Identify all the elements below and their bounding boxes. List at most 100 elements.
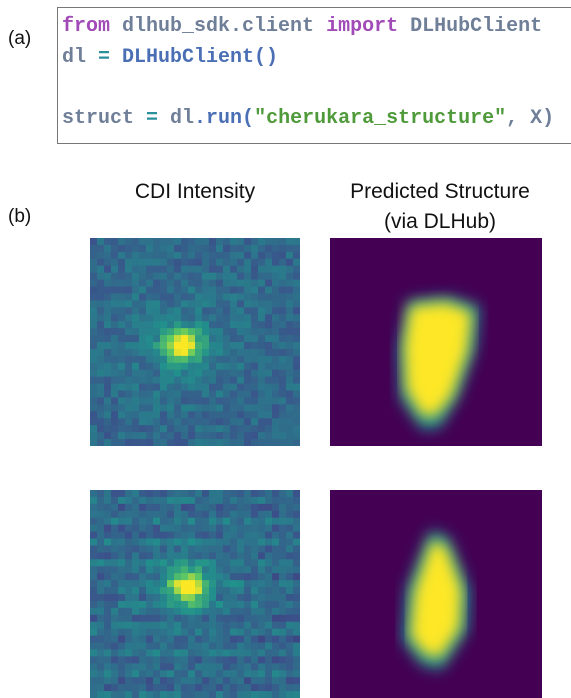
panel-label: (b) <box>8 206 32 227</box>
pixel <box>174 411 182 419</box>
pixel <box>90 286 98 294</box>
pixel <box>209 348 217 357</box>
pixel <box>237 670 245 678</box>
code-line: from dlhub_sdk.client import DLHubClient <box>62 12 571 43</box>
pixel <box>265 677 273 685</box>
pixel <box>293 490 300 498</box>
pixel <box>279 503 287 512</box>
pixel <box>125 342 133 350</box>
pixel <box>153 439 161 446</box>
pixel <box>209 510 217 519</box>
pixel <box>160 251 168 260</box>
pixel <box>279 342 287 350</box>
pixel <box>153 684 161 692</box>
pixel <box>202 411 210 419</box>
pixel <box>209 286 217 294</box>
pixel <box>111 607 119 616</box>
pixel <box>202 684 210 692</box>
pixel <box>209 383 217 392</box>
pixel <box>118 510 126 519</box>
pixel <box>265 517 273 526</box>
pixel <box>153 279 161 288</box>
pixel <box>216 300 224 308</box>
pixel <box>195 425 203 433</box>
pixel <box>286 677 294 685</box>
pixel <box>132 390 140 398</box>
pixel <box>293 531 300 540</box>
pixel <box>293 439 300 446</box>
pixel <box>258 656 266 664</box>
pixel <box>195 670 203 678</box>
pixel <box>188 300 196 308</box>
pixel <box>265 559 273 567</box>
pixel <box>279 670 287 678</box>
pixel <box>251 362 259 371</box>
pixel <box>111 251 119 260</box>
pixel <box>146 397 154 405</box>
pixel <box>118 524 126 533</box>
pixel <box>251 418 259 426</box>
pixel <box>279 635 287 644</box>
pixel <box>202 251 210 260</box>
pixel <box>265 635 273 644</box>
pixel <box>223 621 231 630</box>
pixel <box>195 580 203 588</box>
pixel <box>104 531 112 540</box>
pixel <box>251 293 259 301</box>
pixel <box>293 635 300 644</box>
pixel <box>167 244 175 253</box>
pixel <box>104 663 112 671</box>
pixel <box>286 538 294 546</box>
pixel <box>230 238 238 246</box>
pixel <box>125 594 133 602</box>
pixel <box>272 649 280 657</box>
pixel <box>160 691 168 698</box>
pixel <box>209 238 217 246</box>
pixel <box>202 362 210 371</box>
pixel <box>258 369 266 378</box>
pixel <box>188 404 196 412</box>
panel-label: (a) <box>8 28 32 49</box>
pixel <box>167 517 175 526</box>
pixel <box>265 663 273 671</box>
pixel <box>132 342 140 350</box>
pixel <box>139 670 147 678</box>
pixel <box>272 656 280 664</box>
pixel <box>202 573 210 581</box>
pixel <box>181 580 189 588</box>
pixel <box>132 335 140 343</box>
pixel <box>153 251 161 260</box>
pixel <box>258 642 266 650</box>
pixel <box>272 390 280 398</box>
pixel <box>286 628 294 637</box>
pixel <box>174 321 182 329</box>
pixel <box>216 328 224 336</box>
pixel <box>132 545 140 553</box>
pixel <box>146 510 154 519</box>
pixel <box>174 691 182 698</box>
pixel <box>97 286 105 294</box>
pixel <box>237 279 245 288</box>
pixel <box>90 411 98 419</box>
pixel <box>167 258 175 267</box>
pixel <box>202 691 210 698</box>
pixel <box>209 670 217 678</box>
pixel <box>132 600 140 609</box>
pixel <box>146 524 154 533</box>
pixel <box>286 355 294 364</box>
pixel <box>146 432 154 440</box>
pixel <box>237 663 245 671</box>
pixel <box>146 258 154 267</box>
pixel <box>118 496 126 505</box>
pixel <box>286 580 294 588</box>
pixel <box>293 503 300 512</box>
pixel <box>237 314 245 322</box>
pixel <box>195 496 203 505</box>
pixel <box>160 600 168 609</box>
pixel <box>139 635 147 644</box>
structure-image <box>330 238 542 446</box>
pixel <box>167 293 175 301</box>
pixel <box>188 684 196 692</box>
pixel <box>272 628 280 637</box>
pixel <box>90 628 98 637</box>
